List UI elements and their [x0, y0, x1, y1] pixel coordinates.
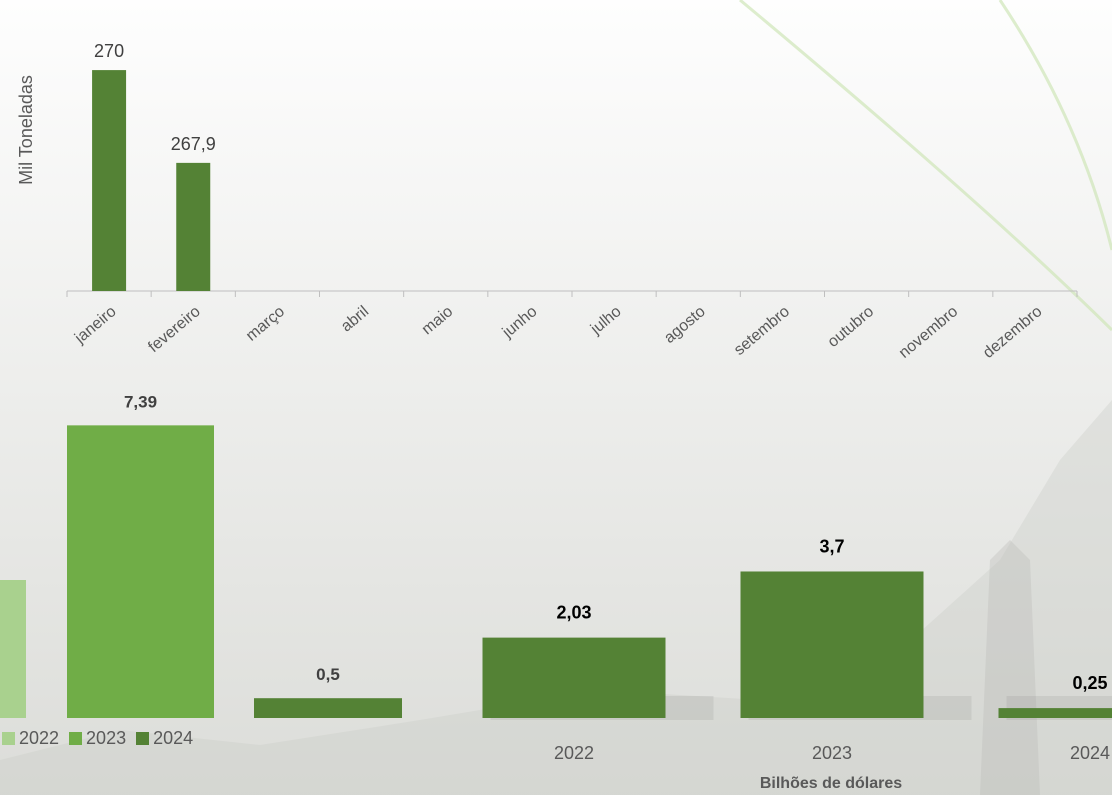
bar: [67, 425, 214, 718]
data-label: 2,03: [556, 603, 591, 623]
data-label: 3,7: [819, 536, 844, 556]
value-chart-left: 7,39 0,5: [0, 392, 402, 718]
bar: [254, 698, 402, 718]
bar-2022-partial: [0, 580, 26, 718]
legend-item-2024: 2024: [136, 728, 193, 749]
decorative-silhouette: [980, 540, 1040, 795]
x-tick-label: 2023: [812, 743, 852, 763]
data-label: 270: [94, 41, 124, 61]
bar: [740, 571, 924, 718]
legend-item-2023: 2023: [69, 728, 126, 749]
legend-swatch-2023: [69, 732, 83, 745]
legend-item-2022: 2022: [2, 728, 59, 749]
legend-label-2022: 2022: [19, 728, 60, 748]
bar: [176, 162, 211, 291]
legend: 2022 2023 2024: [2, 728, 193, 749]
y-axis-label: Mil Toneladas: [16, 75, 36, 185]
x-tick-label: 2024: [1070, 743, 1110, 763]
legend-swatch-2024: [136, 732, 150, 745]
data-label: 267,9: [171, 134, 216, 154]
legend-swatch-2022: [2, 732, 15, 745]
bar: [92, 70, 127, 291]
data-label: 0,5: [316, 665, 340, 684]
bar: [998, 708, 1112, 718]
x-tick-label: 2022: [554, 743, 594, 763]
legend-label-2023: 2023: [86, 728, 127, 748]
decorative-arc: [739, 0, 1112, 332]
decorative-arc: [998, 0, 1112, 251]
legend-label-2024: 2024: [153, 728, 194, 748]
x-axis-label: Bilhões de dólares: [760, 775, 902, 792]
bar: [482, 637, 666, 718]
data-label: 0,25: [1072, 673, 1107, 693]
value-chart-right: 2,03 3,7 0,25 2022 2023 2024 Bilhões de dóla…: [482, 536, 1112, 792]
data-label: 7,39: [124, 392, 157, 411]
